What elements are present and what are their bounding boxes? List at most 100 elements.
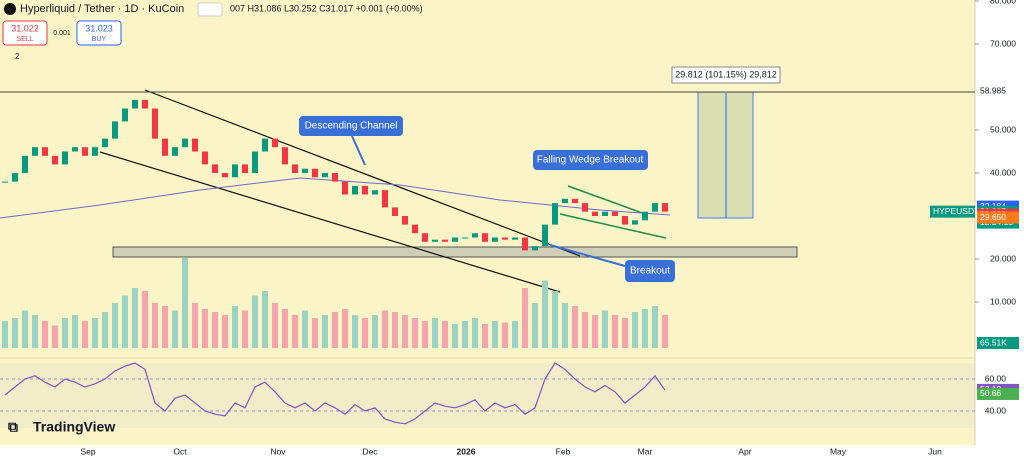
volume-bar — [292, 315, 298, 348]
candle — [302, 168, 308, 173]
volume-bar — [612, 315, 618, 348]
candle — [512, 237, 518, 240]
candle — [112, 121, 118, 139]
candle — [242, 164, 248, 173]
rsi-tick-label: 40.00 — [985, 405, 1007, 415]
volume-label-box — [977, 337, 1019, 349]
volume-bar — [622, 318, 628, 348]
volume-bar — [152, 303, 158, 348]
candle — [132, 99, 138, 109]
candle — [622, 216, 628, 225]
candle — [2, 181, 8, 183]
channel-bottom — [99, 151, 561, 293]
volume-bar — [492, 321, 498, 348]
buy-price: 31.023 — [85, 23, 113, 33]
candle — [322, 173, 328, 178]
volume-bar — [212, 312, 218, 348]
volume-bar — [442, 321, 448, 348]
rsi-band — [0, 363, 975, 428]
candle — [482, 233, 488, 242]
candle — [332, 173, 338, 182]
ohlc: 007 H31.086 L30.252 C31.017 +0.001 (+0.0… — [230, 3, 423, 13]
volume-bar — [542, 280, 548, 348]
icon-button[interactable] — [197, 2, 223, 17]
candle — [652, 203, 658, 212]
ma2-label: 29.650 — [980, 212, 1006, 222]
volume-bar — [32, 315, 38, 348]
candle — [282, 147, 288, 165]
sell-label: SELL — [16, 36, 33, 43]
sell-button[interactable] — [2, 20, 48, 46]
volume-bar — [222, 315, 228, 348]
candle — [572, 198, 578, 204]
candle — [172, 147, 178, 156]
time-label: 2026 — [457, 446, 476, 456]
symbol-icon — [4, 3, 16, 15]
volume-bar — [402, 315, 408, 348]
wedge-bottom — [559, 213, 667, 239]
rsi-tick-label: 60.00 — [985, 373, 1007, 383]
callout — [299, 116, 403, 136]
candle — [32, 147, 38, 156]
volume-bar — [12, 318, 18, 348]
channel-top — [144, 89, 581, 257]
candle — [442, 239, 448, 242]
volume-bar — [132, 288, 138, 348]
volume-bar — [202, 309, 208, 348]
measure-label: 29.812 (101.15%) 29,812 — [675, 69, 777, 79]
candle — [192, 138, 198, 152]
candle — [222, 173, 228, 178]
volume-bar — [512, 321, 518, 348]
candle — [382, 190, 388, 208]
volume-bar — [62, 318, 68, 348]
candle — [362, 185, 368, 195]
volume-bar — [642, 309, 648, 348]
volume-bar — [572, 306, 578, 348]
target-label: 58.985 — [980, 86, 1006, 96]
candle — [542, 224, 548, 247]
brand: TradingView — [33, 419, 115, 435]
volume-bar — [102, 312, 108, 348]
volume-bar — [652, 306, 658, 348]
volume-bar — [382, 310, 388, 348]
candle — [182, 138, 188, 148]
candle — [402, 216, 408, 225]
candle — [452, 237, 458, 242]
candle — [522, 237, 528, 251]
candle — [92, 147, 98, 156]
volume-bar — [312, 318, 318, 348]
volume-bar — [362, 318, 368, 348]
time-label: Oct — [173, 446, 187, 456]
time-label: Sep — [80, 446, 95, 456]
candle — [582, 203, 588, 212]
volume-bar — [272, 303, 278, 348]
candle — [422, 233, 428, 242]
candle — [102, 138, 108, 148]
time-label: Apr — [738, 446, 751, 456]
candle — [52, 155, 58, 165]
volume-bar — [302, 310, 308, 348]
volume-bar — [192, 303, 198, 348]
spread: 0.001 — [53, 30, 71, 37]
callout-text: Breakout — [630, 266, 670, 277]
sell-price: 31.022 — [11, 23, 39, 33]
candle — [432, 239, 438, 242]
volume-bar — [122, 295, 128, 348]
volume-bar — [632, 312, 638, 348]
candle — [212, 164, 218, 173]
buy-label: BUY — [92, 36, 107, 43]
candle — [462, 237, 468, 239]
volume-bar — [662, 315, 668, 348]
ma2-label-box — [977, 211, 1019, 224]
buy-button[interactable] — [76, 20, 122, 46]
price-tick-label: 10.000 — [990, 296, 1016, 306]
price-tick-label: 20.000 — [990, 253, 1016, 263]
measure-label-box — [671, 66, 781, 84]
volume-bar — [482, 324, 488, 348]
volume-bar — [502, 322, 508, 348]
candle — [292, 164, 298, 173]
candle — [12, 173, 18, 182]
volume-bar — [92, 318, 98, 348]
volume-bar — [162, 306, 168, 348]
